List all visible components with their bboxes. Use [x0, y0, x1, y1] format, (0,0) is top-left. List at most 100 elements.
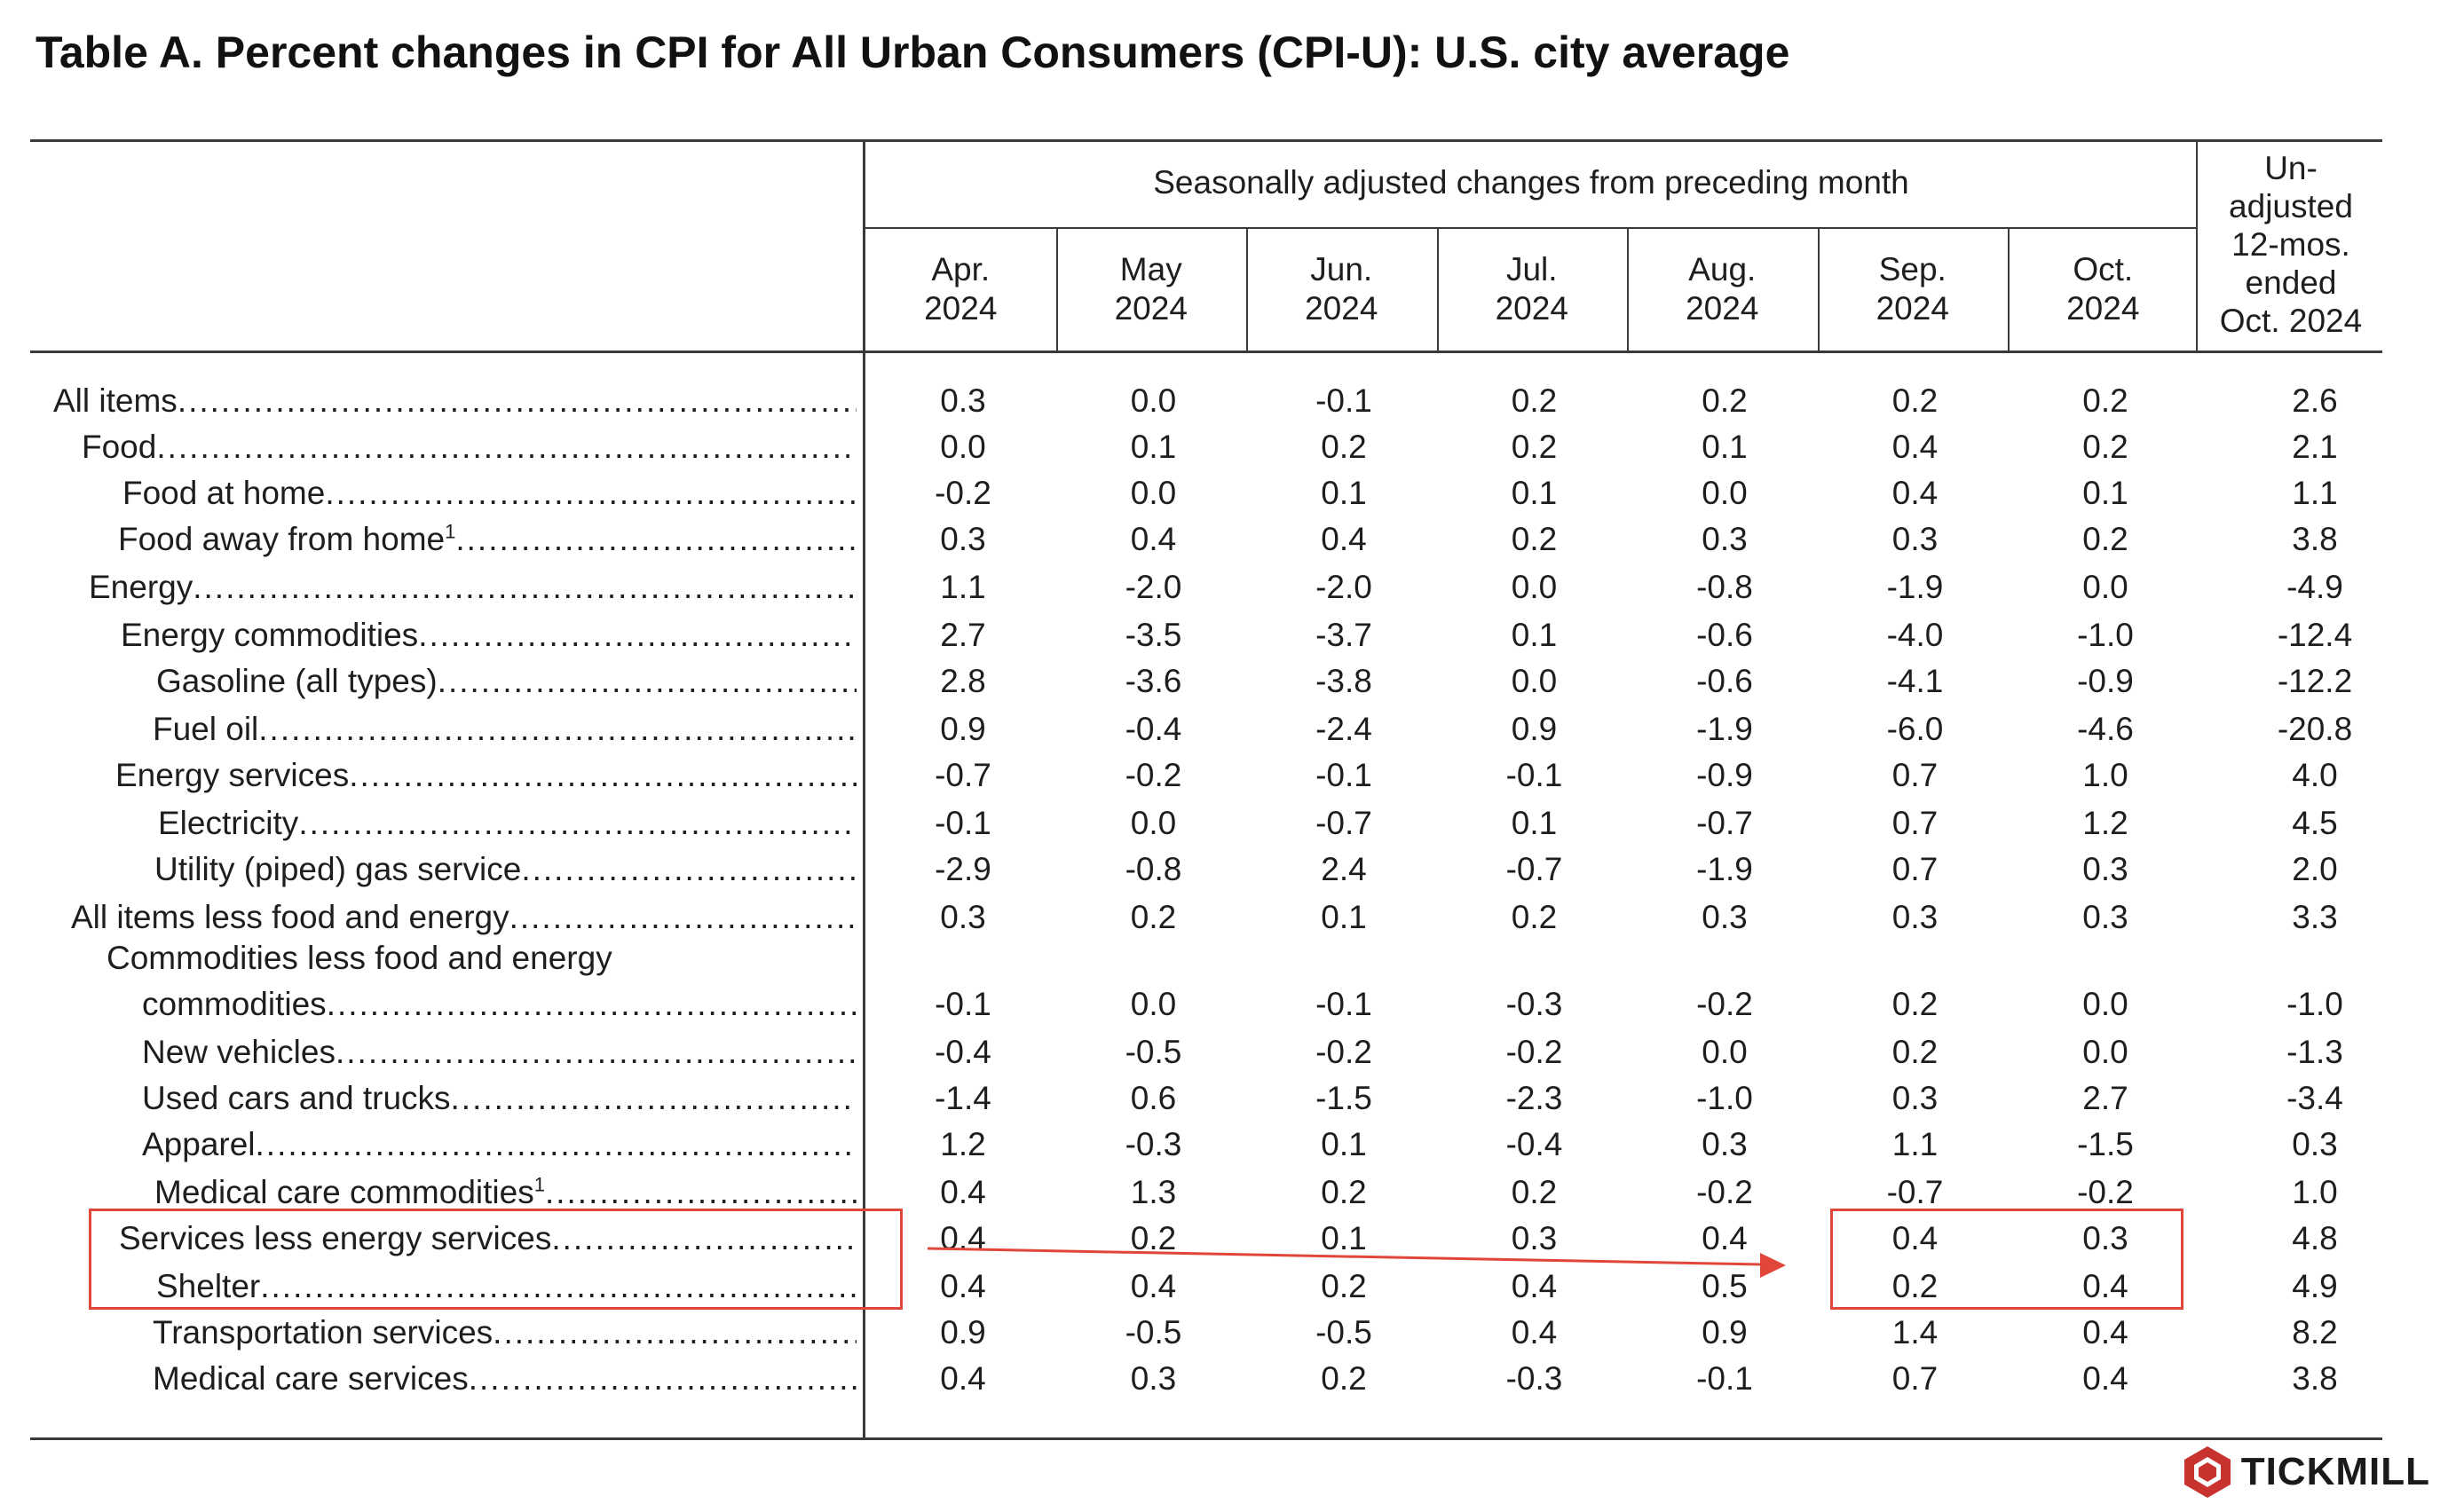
leader-dots: ........................................… — [437, 663, 857, 699]
value-cell: -0.2 — [1696, 1174, 1753, 1210]
value-cell: 0.1 — [1511, 805, 1558, 841]
value-cell: -1.0 — [1696, 1080, 1753, 1116]
month-header-year: 2024 — [1495, 290, 1568, 327]
value-cell: -1.9 — [1696, 711, 1753, 747]
unadjusted-header-line2: adjusted — [2229, 188, 2353, 224]
value-cell: 0.2 — [1321, 429, 1367, 465]
month-header: Oct. 2024 — [2008, 250, 2199, 328]
value-cell: -2.3 — [1505, 1080, 1563, 1116]
value-cell: -0.7 — [1696, 805, 1753, 841]
value-cell: 2.7 — [940, 617, 986, 653]
row-label: New vehicles............................… — [142, 1033, 857, 1072]
value-cell: 0.2 — [2082, 521, 2128, 557]
unadjusted-value-cell: 4.5 — [2292, 805, 2338, 841]
unadjusted-header: Un- adjusted 12-mos. ended Oct. 2024 — [2199, 149, 2382, 340]
row-label-text: Medical care commodities — [154, 1174, 534, 1210]
group-header-label: Seasonally adjusted changes from precedi… — [1153, 164, 1909, 201]
value-cell: 0.9 — [940, 711, 986, 747]
row-label: Apparel.................................… — [142, 1125, 857, 1164]
unadjusted-header-line3: 12-mos. — [2231, 226, 2350, 263]
value-cell: 0.9 — [1511, 711, 1558, 747]
value-cell: 0.1 — [1321, 1126, 1367, 1162]
value-cell: 0.0 — [1511, 569, 1558, 605]
value-cell: -0.4 — [1125, 711, 1182, 747]
row-label-text: commodities — [142, 986, 327, 1022]
unadjusted-value-cell: -4.9 — [2286, 569, 2343, 605]
value-cell: 0.4 — [2082, 1360, 2128, 1397]
row-label: Commodities less food and energy — [107, 939, 857, 978]
value-cell: -3.7 — [1315, 617, 1372, 653]
value-cell: 0.3 — [1891, 1080, 1939, 1116]
value-cell: 0.2 — [1891, 382, 1939, 419]
month-header: Jul. 2024 — [1437, 250, 1628, 328]
value-cell: 0.3 — [1891, 521, 1939, 557]
month-header-year: 2024 — [1875, 290, 1949, 327]
month-header: Jun. 2024 — [1246, 250, 1437, 328]
value-cell: 0.4 — [1511, 1268, 1558, 1304]
leader-dots: ........................................… — [298, 805, 857, 841]
unadjusted-value-cell: 4.8 — [2292, 1220, 2338, 1256]
value-cell: 0.2 — [1891, 1268, 1939, 1304]
value-cell: -0.8 — [1696, 569, 1753, 605]
value-cell: 1.1 — [1891, 1126, 1939, 1162]
row-label: Food....................................… — [82, 428, 857, 467]
value-cell: -1.4 — [935, 1080, 991, 1116]
value-cell: -0.6 — [1696, 663, 1753, 699]
value-cell: 0.3 — [2082, 1220, 2128, 1256]
unadjusted-header-line4: ended — [2245, 264, 2337, 301]
month-header: Apr. 2024 — [865, 250, 1056, 328]
month-header-month: May — [1119, 251, 1182, 287]
row-label-text: Food at home — [122, 475, 326, 511]
value-cell: 0.1 — [1702, 429, 1748, 465]
value-cell: 2.8 — [940, 663, 986, 699]
value-cell: 1.4 — [1891, 1314, 1939, 1351]
value-cell: 0.1 — [1130, 429, 1177, 465]
value-cell: 0.2 — [2082, 429, 2128, 465]
unadjusted-value-cell: 2.6 — [2292, 382, 2338, 419]
unadjusted-value-cell: -20.8 — [2277, 711, 2353, 747]
value-cell: 0.3 — [940, 382, 986, 419]
leader-dots: ........................................… — [326, 986, 857, 1022]
unadjusted-value-cell: 1.0 — [2292, 1174, 2338, 1210]
month-header-month: Jul. — [1505, 251, 1558, 287]
value-cell: 0.4 — [1702, 1220, 1748, 1256]
value-cell: 0.3 — [940, 521, 986, 557]
value-cell: 0.4 — [940, 1360, 986, 1397]
value-cell: 1.2 — [2082, 805, 2128, 841]
value-cell: 0.2 — [1130, 899, 1177, 935]
value-cell: -6.0 — [1886, 711, 1944, 747]
value-cell: 0.0 — [940, 429, 986, 465]
value-cell: 2.4 — [1321, 851, 1367, 887]
leader-dots: ........................................… — [544, 1174, 857, 1210]
value-cell: -0.9 — [2077, 663, 2134, 699]
value-cell: 0.3 — [2082, 851, 2128, 887]
value-cell: -0.2 — [1696, 986, 1753, 1022]
value-cell: -2.0 — [1125, 569, 1182, 605]
leader-dots: ........................................… — [325, 475, 857, 511]
leader-dots: ........................................… — [177, 382, 857, 419]
value-cell: 0.2 — [1511, 429, 1558, 465]
value-cell: 2.7 — [2082, 1080, 2128, 1116]
top-rule — [30, 139, 2382, 142]
value-cell: -0.1 — [935, 805, 991, 841]
tickmill-hexagon-icon — [2183, 1446, 2231, 1498]
group-header-rule — [863, 227, 2198, 229]
value-cell: 0.2 — [1321, 1360, 1367, 1397]
highlight-box-labels — [89, 1209, 903, 1310]
month-header-month: Jun. — [1310, 251, 1373, 287]
row-label-text: Energy — [89, 569, 193, 605]
value-cell: 0.4 — [1891, 1220, 1939, 1256]
row-label-text: Electricity — [158, 805, 299, 841]
value-cell: 0.2 — [1321, 1174, 1367, 1210]
row-label: Energy services.........................… — [115, 756, 857, 795]
value-cell: 0.2 — [1891, 1034, 1939, 1070]
value-cell: -1.5 — [2077, 1126, 2134, 1162]
brand-logo: TICKMILL — [2183, 1445, 2430, 1500]
value-cell: 0.3 — [1702, 1126, 1748, 1162]
unadjusted-value-cell: 3.8 — [2292, 1360, 2338, 1397]
unadjusted-value-cell: 8.2 — [2292, 1314, 2338, 1351]
highlight-box-sep-oct — [1830, 1209, 2183, 1310]
unadjusted-value-cell: -3.4 — [2286, 1080, 2343, 1116]
value-cell: 0.3 — [1130, 1360, 1177, 1397]
row-label: Electricity.............................… — [158, 804, 857, 843]
